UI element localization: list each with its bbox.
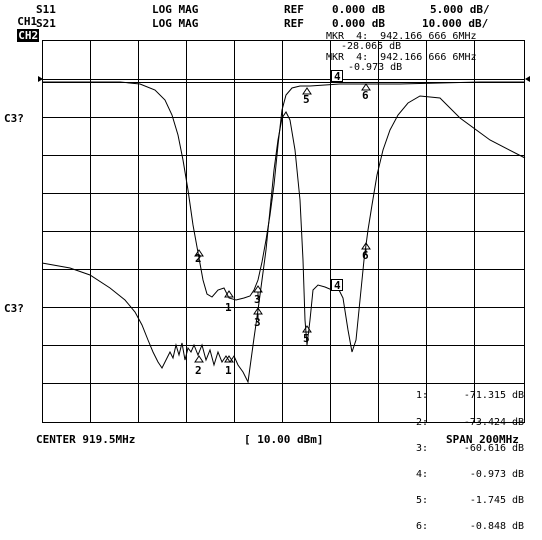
grid — [42, 40, 525, 423]
svg-text:1: 1 — [225, 301, 232, 314]
ch2-param: S21 — [36, 17, 56, 30]
svg-text:5: 5 — [303, 332, 310, 345]
marker-table-row: 1: -71.315 dB — [416, 390, 525, 402]
marker-table-row: 2: -73.424 dB — [416, 416, 525, 428]
svg-text:4: 4 — [334, 70, 341, 83]
svg-text:3: 3 — [254, 316, 261, 329]
trace-s11 — [41, 95, 526, 384]
ch2-format: LOG MAG — [152, 17, 199, 30]
svg-text:4: 4 — [334, 279, 341, 292]
marker-readout-1-value: -28.065 dB — [341, 41, 402, 52]
ch1-param: S11 — [36, 3, 56, 16]
marker-table-row: 5: -1.745 dB — [416, 494, 525, 506]
ch2-label[interactable]: CH2 — [17, 29, 40, 42]
marker-readout-1: MKR 4: 942.166 666 6MHz — [326, 31, 477, 42]
svg-text:6: 6 — [362, 249, 369, 262]
ref-arrow-right-icon — [525, 76, 530, 82]
side-label-upper: C3? — [4, 112, 24, 125]
svg-text:6: 6 — [362, 89, 369, 102]
trace-s21 — [42, 81, 525, 301]
active-marker-box-lower — [331, 279, 343, 291]
trace-display[interactable]: 2 1 3 3 5 6 4 6 4 5 2 1 — [0, 0, 542, 449]
ch1-ref-value: 0.000 dB — [332, 3, 385, 16]
ref-arrow-left-icon — [38, 76, 43, 82]
svg-text:2: 2 — [195, 364, 202, 377]
ch1-scale: 5.000 dB/ — [430, 3, 490, 16]
ch2-ref-label: REF — [284, 17, 304, 30]
ch1-ref-label: REF — [284, 3, 304, 16]
ch2-scale: 10.000 dB/ — [422, 17, 489, 30]
center-frequency: CENTER 919.5MHz — [36, 433, 136, 446]
span-frequency: SPAN 200MHz — [446, 433, 519, 446]
marker-table-row: 6: -0.848 dB — [416, 520, 525, 532]
side-label-lower: C3? — [4, 302, 24, 315]
ch1-label[interactable]: CH1 — [17, 15, 38, 28]
marker-readout-2-value: -0.973 dB — [348, 62, 403, 73]
svg-text:1: 1 — [225, 364, 232, 377]
active-marker-box-upper — [331, 70, 343, 82]
marker-table-row: 3: -60.616 dB — [416, 442, 525, 454]
marker-table: 1: -71.315 dB 2: -73.424 dB 3: -60.616 d… — [416, 375, 524, 540]
ch2-ref-value: 0.000 dB — [332, 17, 385, 30]
svg-text:5: 5 — [303, 93, 310, 106]
svg-text:3: 3 — [254, 293, 261, 306]
ch1-format: LOG MAG — [152, 3, 199, 16]
marker-table-row: 4: -0.973 dB — [416, 468, 525, 480]
source-power: [ 10.00 dBm] — [244, 433, 324, 446]
marker-arrows — [194, 83, 371, 363]
svg-text:2: 2 — [195, 252, 202, 265]
marker-numbers: 2 1 3 3 5 6 4 6 4 5 2 1 — [195, 70, 369, 377]
marker-readout-2: MKR 4: 942.166 666 6MHz — [326, 52, 477, 63]
